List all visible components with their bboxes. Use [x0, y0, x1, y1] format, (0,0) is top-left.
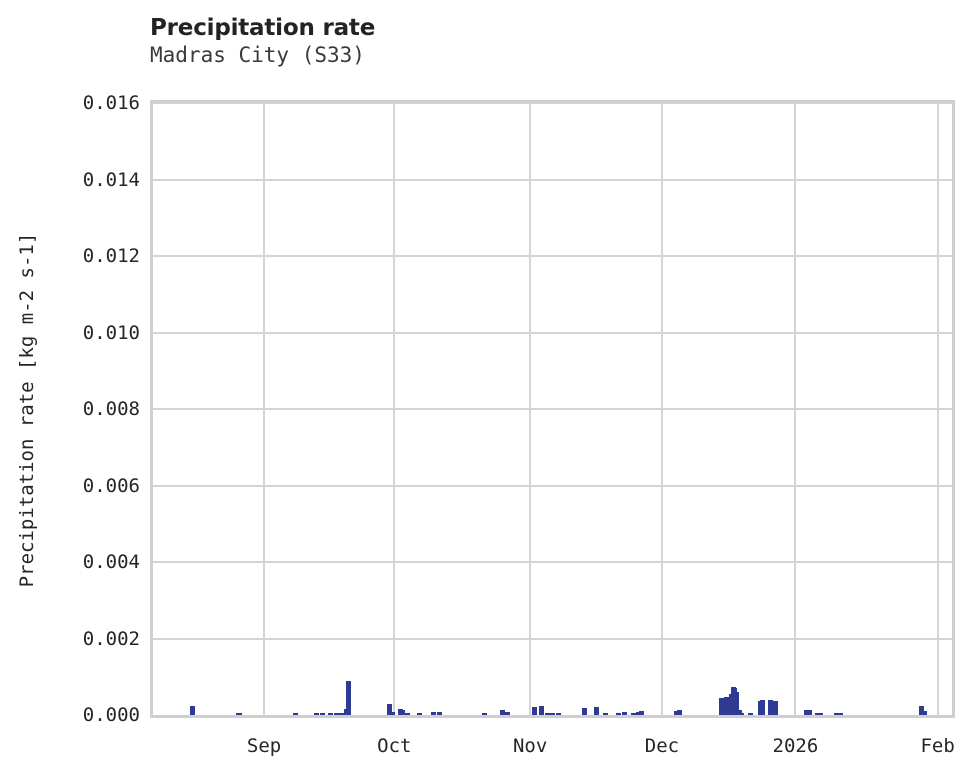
gridline-vertical	[660, 103, 663, 715]
y-tick-label: 0.012	[82, 245, 140, 267]
bar	[556, 712, 562, 715]
bar	[404, 713, 410, 715]
gridline-horizontal	[153, 637, 952, 640]
y-tick-label: 0.008	[82, 398, 140, 420]
bar	[430, 711, 436, 715]
bar	[719, 697, 725, 715]
bar	[921, 711, 927, 715]
bar	[593, 707, 599, 715]
x-tick-label: Sep	[246, 735, 282, 757]
x-tick-label: Dec	[644, 735, 680, 757]
bar	[545, 712, 551, 715]
bar	[334, 713, 340, 715]
bar	[733, 692, 739, 715]
bar	[346, 680, 352, 715]
bar	[736, 710, 742, 715]
y-tick-label: 0.000	[82, 704, 140, 726]
gridline-vertical	[393, 103, 396, 715]
bar	[833, 713, 839, 715]
y-tick-label: 0.016	[82, 92, 140, 114]
gridline-horizontal	[153, 103, 952, 104]
gridline-horizontal	[153, 331, 952, 334]
bar	[677, 710, 683, 715]
bar	[390, 711, 396, 715]
x-tick-label: Oct	[377, 735, 412, 757]
bar	[621, 712, 627, 715]
bar	[815, 713, 821, 715]
bar	[437, 713, 443, 715]
bar	[531, 707, 537, 715]
bar	[804, 710, 810, 715]
bar	[327, 713, 333, 715]
bar	[236, 713, 242, 715]
chart-subtitle: Madras City (S33)	[150, 43, 365, 67]
bar	[319, 713, 325, 715]
gridline-horizontal	[153, 561, 952, 563]
gridline-vertical	[529, 103, 532, 715]
x-tick-labels: Sep Oct Nov Dec 2026 Feb	[0, 735, 980, 765]
bar	[807, 709, 813, 715]
x-tick-label: Feb	[920, 735, 955, 757]
bar	[724, 697, 730, 715]
y-tick-label: 0.004	[82, 551, 140, 573]
y-tick-label: 0.010	[82, 321, 140, 344]
bar	[748, 712, 754, 715]
x-tick-label: Nov	[512, 735, 548, 757]
bar	[399, 709, 405, 715]
bar	[639, 711, 645, 715]
title-block: Precipitation rate Madras City (S33)	[150, 14, 850, 69]
bar	[673, 710, 679, 715]
bar	[630, 713, 636, 715]
y-tick-label: 0.006	[82, 474, 140, 497]
plot-inner	[153, 103, 952, 715]
bar	[339, 713, 345, 715]
bar	[550, 713, 555, 715]
gridline-vertical	[936, 103, 939, 715]
gridline-horizontal	[153, 255, 952, 257]
gridline-vertical	[263, 103, 266, 715]
bar	[818, 712, 824, 715]
bar	[314, 713, 320, 715]
bar	[581, 707, 587, 715]
bar	[505, 711, 511, 715]
bar	[636, 711, 642, 715]
bar	[417, 713, 423, 715]
bar	[838, 713, 844, 715]
bar	[602, 713, 608, 715]
bar	[919, 705, 925, 715]
gridline-horizontal	[153, 484, 952, 487]
chart-title: Precipitation rate	[150, 15, 376, 41]
bar	[760, 700, 766, 715]
gridline-horizontal	[153, 408, 952, 410]
bar	[190, 705, 196, 715]
gridline-horizontal	[153, 178, 952, 181]
bar	[538, 706, 544, 715]
bar	[739, 713, 745, 715]
x-tick-label: 2026	[772, 735, 819, 757]
bar	[482, 713, 488, 715]
y-tick-labels: 0.000 0.002 0.004 0.006 0.008 0.010 0.012 0.014…	[10, 0, 140, 780]
y-tick-label: 0.014	[82, 168, 140, 191]
y-tick-label: 0.002	[82, 627, 140, 650]
gridline-vertical	[794, 103, 797, 715]
bar	[387, 703, 392, 715]
bar	[499, 709, 505, 715]
bar	[772, 700, 778, 715]
plot-area	[150, 100, 955, 718]
bar	[616, 713, 622, 715]
bar	[292, 713, 298, 715]
